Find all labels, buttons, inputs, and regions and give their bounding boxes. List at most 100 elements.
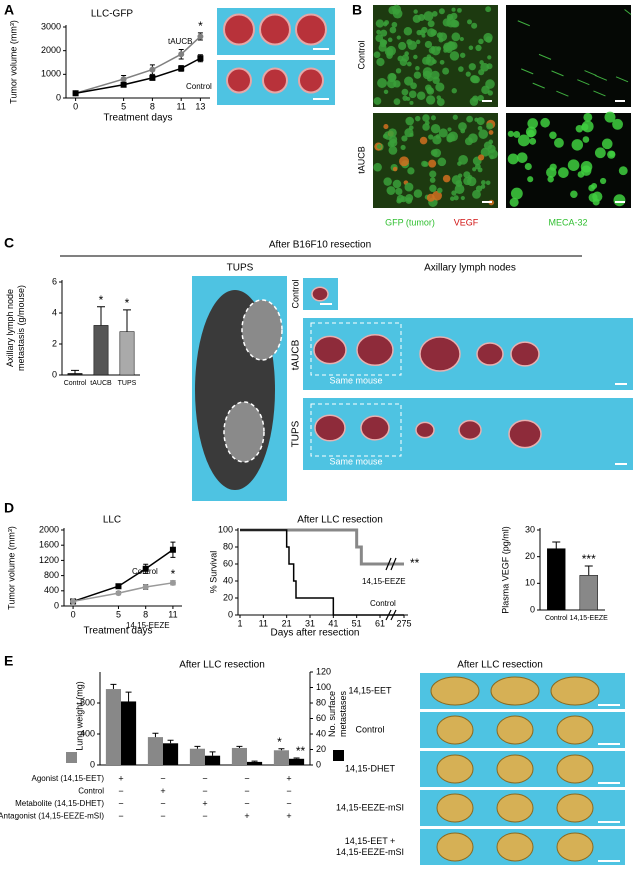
row-label: Control xyxy=(356,40,366,69)
cell xyxy=(438,8,445,15)
cell xyxy=(424,40,433,49)
vessel xyxy=(615,76,629,83)
x-tick-label: 61 xyxy=(375,618,385,628)
cell xyxy=(388,128,397,138)
cell xyxy=(383,123,389,130)
cell xyxy=(571,139,584,151)
marker xyxy=(149,74,156,81)
cell xyxy=(472,167,477,172)
significance: * xyxy=(171,567,176,581)
cell xyxy=(554,137,564,148)
x-tick-label: 8 xyxy=(150,101,155,111)
cell xyxy=(401,88,409,96)
cell xyxy=(432,76,440,85)
bar xyxy=(67,373,83,376)
cell xyxy=(422,70,432,80)
error-bar xyxy=(293,757,300,759)
x-tick-label: 275 xyxy=(396,618,411,628)
cell xyxy=(592,191,603,202)
series-label: 14,15-EEZE xyxy=(362,577,406,586)
chart-title: After LLC resection xyxy=(179,660,265,671)
tumor xyxy=(259,13,291,46)
cell xyxy=(507,153,519,165)
bar xyxy=(289,758,305,765)
cell xyxy=(426,193,435,202)
chart-title: LLC xyxy=(103,515,121,526)
y-tick-label: 3000 xyxy=(41,21,61,31)
row-label: tAUCB xyxy=(356,146,366,174)
y-tick-label: 400 xyxy=(80,728,95,738)
cell xyxy=(442,67,450,75)
cell xyxy=(376,29,381,35)
series-label: tAUCB xyxy=(168,37,192,46)
treatment-mark: − xyxy=(202,811,207,821)
axis-break xyxy=(390,609,397,621)
axis-break xyxy=(385,609,392,621)
cell xyxy=(439,59,445,65)
y-tick-label: 100 xyxy=(218,524,233,534)
cell xyxy=(486,122,494,130)
cell xyxy=(413,9,418,14)
legend-text: GFP (tumor) xyxy=(385,217,435,227)
y-axis-label: metastasis (g/mouse) xyxy=(16,285,26,371)
cell xyxy=(405,197,413,204)
lymph-node xyxy=(356,333,394,367)
cell xyxy=(447,127,452,132)
y-tick-label: 400 xyxy=(44,585,59,595)
cell xyxy=(398,41,407,51)
cell xyxy=(404,128,414,138)
cell xyxy=(460,195,465,201)
lung xyxy=(556,793,594,823)
error-bar xyxy=(167,739,174,744)
row-label: Control xyxy=(355,724,384,734)
y-tick-label: 0 xyxy=(54,600,59,610)
treatment-mark: + xyxy=(286,773,291,783)
y-tick-label: 1000 xyxy=(41,69,61,79)
bar xyxy=(273,750,289,765)
marker xyxy=(178,51,185,58)
cell xyxy=(373,97,382,105)
cell xyxy=(480,180,486,185)
series-label: Control xyxy=(132,567,158,576)
lung xyxy=(496,754,534,784)
lymph-node xyxy=(510,341,540,367)
cell xyxy=(460,52,466,58)
cell xyxy=(414,115,421,122)
survival-line xyxy=(240,528,404,566)
marker xyxy=(197,33,204,40)
cell xyxy=(540,117,550,128)
cell xyxy=(546,167,557,178)
group-note: Same mouse xyxy=(329,456,382,466)
cell xyxy=(463,171,471,179)
cell xyxy=(376,57,385,67)
treatment-mark: − xyxy=(286,798,291,808)
cell xyxy=(509,197,519,207)
cell xyxy=(410,82,417,90)
cell xyxy=(413,54,418,60)
cell xyxy=(478,38,484,45)
cell xyxy=(435,82,445,92)
y-tick-label: 20 xyxy=(525,551,535,561)
marker xyxy=(149,66,156,73)
x-tick-label: 41 xyxy=(328,618,338,628)
cell xyxy=(580,161,593,173)
vessel xyxy=(577,79,590,86)
error-bar xyxy=(584,565,593,576)
cell xyxy=(527,118,538,129)
treatment-label: Control xyxy=(78,787,104,796)
y-axis-label: metastases xyxy=(338,690,348,737)
cell xyxy=(422,114,430,122)
cell xyxy=(388,73,397,81)
x-tick-label: 51 xyxy=(352,618,362,628)
cell xyxy=(474,117,479,122)
cell xyxy=(389,135,398,144)
lung xyxy=(496,832,534,862)
cell xyxy=(485,180,491,186)
cell xyxy=(375,34,384,42)
marker xyxy=(120,76,127,83)
bar xyxy=(119,331,135,376)
cell xyxy=(428,159,437,168)
cell xyxy=(432,135,442,145)
y-tick-label: 800 xyxy=(80,697,95,707)
cell xyxy=(384,47,394,56)
